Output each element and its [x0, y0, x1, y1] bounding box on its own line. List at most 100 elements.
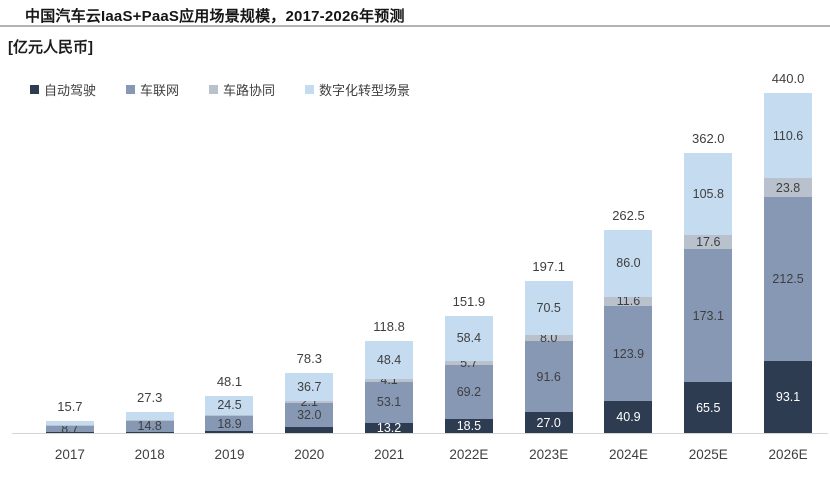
x-axis-tick-label: 2024E: [608, 447, 648, 462]
bar-segment-connected-vehicle: 91.6: [524, 341, 573, 413]
bar-stack: 8.7 15.7: [45, 400, 94, 435]
x-axis-tick-label: 2021: [374, 447, 405, 462]
legend-label: 车联网: [140, 83, 180, 98]
segment-value-label: 40.9: [616, 409, 641, 424]
bar-segment-connected-vehicle: 14.8: [125, 420, 174, 432]
bar-segment-connected-vehicle: 212.5: [764, 196, 813, 362]
bar-stack: 18.5 69.2 5.7 58.4 151.9: [444, 295, 493, 433]
bar-segment-vehicle-road-coordination: 5.7: [444, 357, 493, 369]
bar-segment-vehicle-road-coordination: 11.6: [604, 295, 653, 307]
segment-value-label: 86.0: [616, 256, 641, 271]
title-divider: [0, 25, 830, 27]
segment-value-label: 24.5: [217, 398, 242, 413]
x-axis-labels: 2017 2018 2019 2020 2021 2022E 2023E 2024E 2025E…: [30, 447, 828, 462]
segment-value-label: 91.6: [536, 369, 561, 384]
x-axis-tick-label: 2022E: [449, 447, 489, 462]
bar-column-2026E: 93.1 212.5 23.8 110.6 440.0: [748, 72, 828, 433]
bar-segment-autonomous-driving: 40.9: [604, 401, 653, 433]
segment-value-label: 18.9: [217, 416, 242, 431]
bar-stack: 32.0 2.1 36.7 78.3: [285, 352, 334, 433]
legend-item-digital-transformation: 数字化转型场景: [305, 80, 410, 99]
bar-column-2022E: 18.5 69.2 5.7 58.4 151.9: [429, 93, 509, 433]
x-axis-tick-label: 2023E: [529, 447, 569, 462]
legend: 自动驾驶 车联网 车路协同 数字化转型场景: [30, 80, 410, 99]
bar-segment-autonomous-driving: 65.5: [684, 382, 733, 433]
segment-value-label: 123.9: [612, 346, 645, 361]
bar-stack: 14.8 27.3: [125, 391, 174, 433]
x-axis-line: [12, 433, 828, 434]
bar-segment-digital-transformation: 86.0: [604, 230, 653, 297]
chart-title: 中国汽车云IaaS+PaaS应用场景规模，2017-2026年预测: [25, 8, 405, 25]
legend-swatch-icon: [305, 85, 315, 94]
segment-value-label: 36.7: [297, 379, 322, 394]
bar-stack: 27.0 91.6 8.0 70.5 197.1: [524, 260, 573, 433]
bar-total-label: 15.7: [57, 398, 83, 414]
bar-total-label: 27.3: [137, 389, 163, 405]
legend-item-vehicle-road-coordination: 车路协同: [209, 80, 275, 99]
segment-value-label: 53.1: [376, 395, 402, 410]
x-axis-tick-label: 2020: [294, 447, 325, 462]
bar-segment-vehicle-road-coordination: [205, 414, 254, 417]
bar-segment-vehicle-road-coordination: 4.1: [365, 374, 414, 386]
legend-label: 数字化转型场景: [319, 83, 411, 98]
bar-segment-connected-vehicle: 173.1: [684, 248, 733, 383]
segment-value-label: 32.0: [297, 407, 322, 422]
bar-segment-autonomous-driving: 18.5: [444, 418, 493, 433]
bar-segment-digital-transformation: [125, 411, 174, 421]
segment-value-label: 69.2: [456, 384, 482, 399]
bar-segment-autonomous-driving: 27.0: [524, 412, 573, 433]
bar-column-2020: 32.0 2.1 36.7 78.3: [269, 93, 349, 433]
bar-segment-connected-vehicle: 53.1: [365, 381, 414, 423]
segment-value-label: 18.5: [456, 418, 482, 433]
segment-value-label: 93.1: [775, 389, 801, 404]
bar-segment-vehicle-road-coordination: 23.8: [764, 178, 813, 197]
bar-column-2023E: 27.0 91.6 8.0 70.5 197.1: [509, 93, 589, 433]
segment-value-label: 8.7: [61, 421, 79, 436]
bar-stack: 13.2 53.1 4.1 48.4 118.8: [365, 320, 414, 434]
bar-stack: 18.9 24.5 48.1: [205, 375, 254, 433]
x-axis-tick-label: 2017: [54, 447, 85, 462]
legend-swatch-icon: [209, 85, 219, 94]
stacked-bar-plot: 8.7 15.7 14.8 27.3 18.9 24.5 48.1 32.0 2.1 36.7 78…: [30, 72, 828, 435]
bar-segment-autonomous-driving: [205, 431, 254, 433]
legend-item-autonomous-driving: 自动驾驶: [30, 80, 96, 99]
segment-value-label: 14.8: [137, 418, 162, 433]
bar-total-label: 78.3: [296, 350, 322, 366]
legend-label: 自动驾驶: [44, 83, 97, 98]
bar-total-label: 48.1: [216, 373, 243, 389]
bar-total-label: 362.0: [691, 131, 725, 147]
bar-segment-connected-vehicle: 8.7: [45, 423, 94, 435]
legend-swatch-icon: [126, 85, 136, 94]
bar-segment-digital-transformation: 105.8: [684, 153, 733, 236]
bar-segment-autonomous-driving: [125, 431, 174, 433]
bar-segment-vehicle-road-coordination: 2.1: [285, 395, 334, 407]
segment-value-label: 65.5: [696, 400, 721, 415]
segment-value-label: 11.6: [616, 293, 641, 308]
legend-swatch-icon: [30, 85, 39, 94]
bar-segment-digital-transformation: 36.7: [285, 372, 334, 401]
bar-column-2017: 8.7 15.7: [30, 93, 110, 435]
segment-value-label: 173.1: [692, 308, 724, 323]
bar-stack: 65.5 173.1 17.6 105.8 362.0: [684, 132, 733, 433]
bar-segment-digital-transformation: 24.5: [205, 395, 254, 415]
bar-segment-connected-vehicle: 69.2: [444, 365, 493, 419]
bar-stack: 40.9 123.9 11.6 86.0 262.5: [604, 209, 653, 433]
bar-total-label: 440.0: [771, 71, 805, 86]
bar-segment-digital-transformation: [45, 420, 94, 426]
bar-segment-autonomous-driving: [285, 427, 334, 433]
segment-value-label: 105.8: [692, 186, 724, 201]
segment-value-label: 27.0: [536, 415, 561, 430]
bar-total-label: 151.9: [452, 293, 486, 309]
bar-column-2021: 13.2 53.1 4.1 48.4 118.8: [349, 93, 429, 434]
bar-segment-digital-transformation: 48.4: [365, 341, 414, 379]
bar-segment-autonomous-driving: 13.2: [365, 422, 414, 434]
x-axis-tick-label: 2019: [214, 447, 245, 462]
bar-segment-connected-vehicle: 32.0: [285, 402, 334, 428]
bar-stack: 93.1 212.5 23.8 110.6 440.0: [764, 72, 813, 433]
segment-value-label: 110.6: [772, 128, 804, 143]
bar-segment-vehicle-road-coordination: 17.6: [684, 235, 733, 249]
bar-total-label: 262.5: [612, 208, 645, 224]
bar-segment-digital-transformation: 110.6: [764, 93, 813, 179]
segment-value-label: 70.5: [536, 300, 561, 315]
